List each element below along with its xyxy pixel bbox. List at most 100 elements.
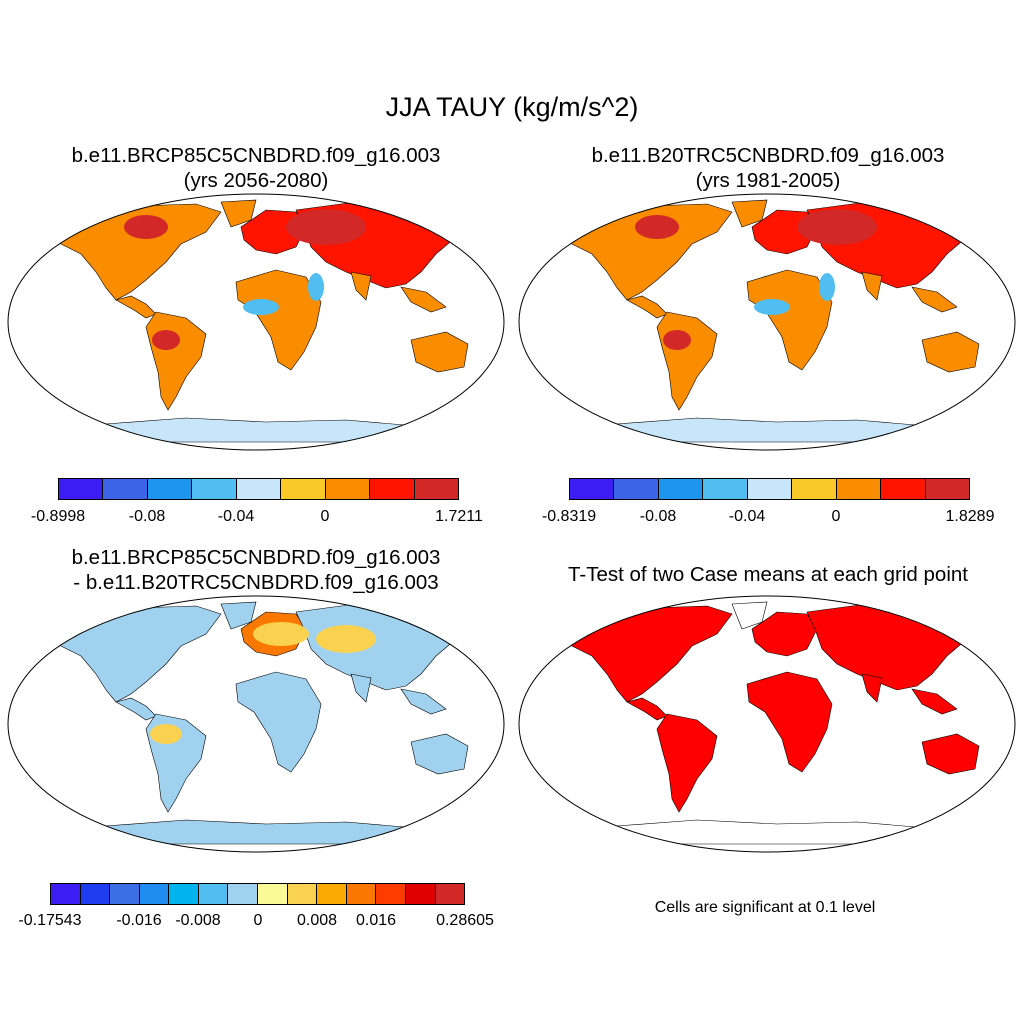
land-europe	[751, 611, 818, 657]
panel-1-title: b.e11.BRCP85C5CNBDRD.f09_g16.003 (yrs 20…	[0, 143, 512, 193]
colorbar-1-label: 0	[320, 508, 330, 525]
land-india	[861, 673, 883, 703]
high-value-region	[124, 215, 168, 239]
land-africa	[235, 671, 322, 773]
panel-3-title-line1: b.e11.BRCP85C5CNBDRD.f09_g16.003	[71, 546, 441, 569]
land-seAsia	[400, 286, 447, 313]
colorbar-2-label: 1.8289	[945, 508, 995, 525]
panel-1-title-line2: (yrs 2056-2080)	[183, 169, 329, 192]
map-border	[7, 595, 505, 853]
colorbar-swatch	[228, 884, 259, 904]
land-northAmerica	[45, 203, 222, 301]
land-centralAmerica	[115, 697, 157, 721]
colorbar-3-label: -0.008	[175, 912, 221, 929]
low-value-region	[243, 299, 279, 315]
colorbar-swatch	[110, 884, 140, 904]
colorbar-swatch	[169, 884, 199, 904]
colorbar-3-label: 0.016	[355, 912, 397, 929]
low-value-region	[754, 299, 790, 315]
land-seAsia	[911, 286, 958, 313]
colorbar-1-label: -0.08	[128, 508, 166, 525]
land-india	[350, 673, 372, 703]
colorbar-swatch	[570, 479, 615, 499]
map-panel-1	[7, 193, 505, 451]
panel-3-title-line2: - b.e11.B20TRC5CNBDRD.f09_g16.003	[73, 571, 439, 594]
high-value-region	[286, 209, 366, 245]
land-northAmerica	[556, 203, 733, 301]
map-panel-3	[7, 595, 505, 853]
colorbar-1-label: -0.04	[217, 508, 255, 525]
land-seAsia	[400, 688, 447, 715]
colorbar-swatch	[658, 479, 704, 499]
colorbar-2	[569, 478, 970, 500]
colorbar-swatch	[281, 479, 326, 499]
high-value-region	[635, 215, 679, 239]
map-panel-4	[518, 595, 1016, 853]
significance-note: Cells are significant at 0.1 level	[654, 899, 876, 916]
land-southAmerica	[656, 311, 718, 411]
colorbar-1	[58, 478, 459, 500]
panel-4-title-line1: T-Test of two Case means at each grid po…	[568, 563, 968, 586]
colorbar-2-label: -0.04	[728, 508, 766, 525]
colorbar-1-label: 1.7211	[435, 508, 483, 525]
land-australia	[410, 733, 469, 775]
colorbar-swatch	[925, 479, 969, 499]
positive-diff-region	[253, 622, 309, 646]
colorbar-3-label: 0	[253, 912, 263, 929]
land-australia	[921, 733, 980, 775]
positive-diff-region	[316, 625, 376, 653]
land-australia	[921, 331, 980, 373]
colorbar-swatch	[405, 884, 436, 904]
colorbar-2-label: -0.8319	[541, 508, 597, 525]
panel-3-title: b.e11.BRCP85C5CNBDRD.f09_g16.003 - b.e11…	[0, 545, 512, 595]
land-southAmerica	[656, 713, 718, 813]
high-value-region	[663, 330, 691, 350]
colorbar-1-label: -0.8998	[30, 508, 86, 525]
map-border	[518, 595, 1016, 853]
colorbar-swatch	[103, 479, 148, 499]
land-centralAmerica	[626, 295, 668, 319]
positive-diff-region	[150, 724, 182, 744]
colorbar-swatch	[370, 479, 415, 499]
colorbar-swatch	[198, 884, 229, 904]
colorbar-swatch	[258, 884, 288, 904]
colorbar-2-label: 0	[831, 508, 841, 525]
colorbar-swatch	[317, 884, 347, 904]
land-seAsia	[911, 688, 958, 715]
panel-2-title-line2: (yrs 1981-2005)	[695, 169, 841, 192]
colorbar-swatch	[236, 479, 282, 499]
colorbar-swatch	[836, 479, 882, 499]
land-africa	[746, 671, 833, 773]
colorbar-swatch	[346, 884, 377, 904]
colorbar-swatch	[792, 479, 837, 499]
land-asia	[806, 603, 978, 691]
colorbar-swatch	[376, 884, 406, 904]
colorbar-swatch	[614, 479, 659, 499]
land-centralAmerica	[115, 295, 157, 319]
colorbar-3-label: 0.28605	[436, 912, 494, 929]
colorbar-swatch	[435, 884, 465, 904]
colorbar-swatch	[325, 479, 371, 499]
colorbar-3	[50, 883, 465, 905]
panel-4-title: T-Test of two Case means at each grid po…	[512, 562, 1024, 587]
colorbar-3-label: -0.17543	[18, 912, 82, 929]
colorbar-swatch	[414, 479, 458, 499]
colorbar-swatch	[139, 884, 170, 904]
low-value-region	[819, 273, 835, 301]
land-india	[350, 271, 372, 301]
land-centralAmerica	[626, 697, 668, 721]
panel-1-title-line1: b.e11.BRCP85C5CNBDRD.f09_g16.003	[71, 144, 441, 167]
colorbar-3-label: 0.008	[296, 912, 338, 929]
land-australia	[410, 331, 469, 373]
land-northAmerica	[556, 605, 733, 703]
colorbar-swatch	[747, 479, 793, 499]
colorbar-2-label: -0.08	[639, 508, 677, 525]
land-india	[861, 271, 883, 301]
low-value-region	[308, 273, 324, 301]
colorbar-swatch	[80, 884, 111, 904]
colorbar-swatch	[51, 884, 81, 904]
map-panel-2	[518, 193, 1016, 451]
high-value-region	[797, 209, 877, 245]
colorbar-swatch	[147, 479, 193, 499]
figure-title: JJA TAUY (kg/m/s^2)	[385, 92, 639, 122]
